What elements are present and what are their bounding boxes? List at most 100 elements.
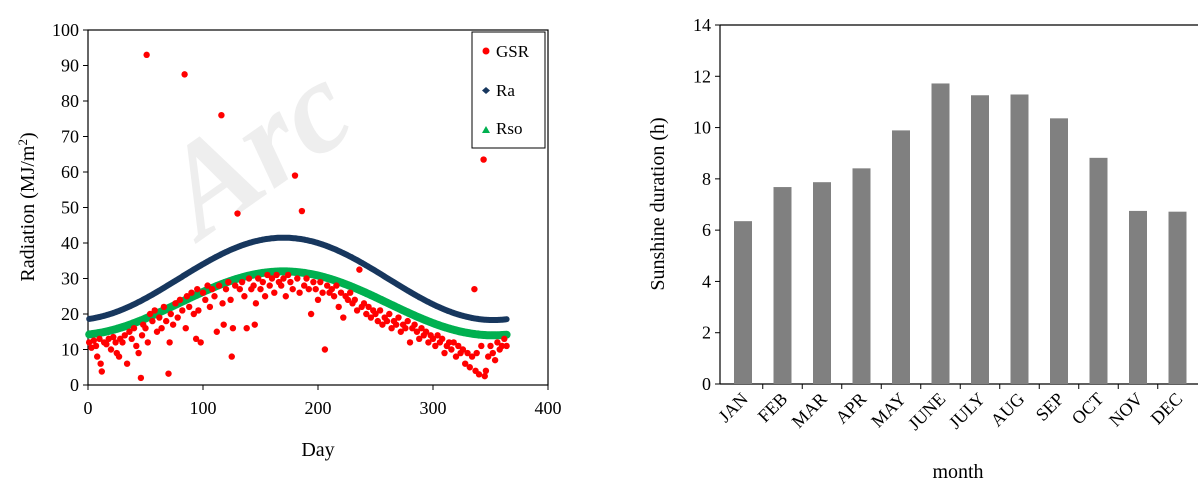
gsr-point xyxy=(257,285,264,293)
gsr-point xyxy=(143,51,150,59)
gsr-point xyxy=(291,172,299,179)
gsr-point xyxy=(94,353,101,360)
gsr-point xyxy=(232,282,239,289)
gsr-point xyxy=(211,293,218,300)
gsr-point xyxy=(353,307,361,314)
gsr-point xyxy=(167,310,174,318)
gsr-point xyxy=(487,342,494,350)
gsr-point xyxy=(90,337,97,344)
gsr-point xyxy=(222,285,230,293)
gsr-point xyxy=(153,328,161,335)
gsr-point xyxy=(485,353,492,360)
gsr-point xyxy=(294,275,301,282)
gsr-point xyxy=(321,346,329,353)
gsr-point xyxy=(464,349,471,357)
gsr-point xyxy=(455,342,462,350)
legend-marker-gsr xyxy=(482,47,490,55)
gsr-point xyxy=(439,335,446,343)
gsr-point xyxy=(252,300,260,307)
bar xyxy=(734,221,752,384)
gsr-point xyxy=(432,342,439,350)
gsr-point xyxy=(337,289,345,296)
gsr-point xyxy=(273,271,280,279)
gsr-point xyxy=(250,282,257,289)
x-tick-label: JAN xyxy=(714,389,751,426)
x-tick-label: 100 xyxy=(190,398,217,418)
x-axis-label: month xyxy=(932,461,983,483)
gsr-point xyxy=(225,278,232,286)
gsr-point xyxy=(501,335,508,343)
gsr-point xyxy=(234,210,241,217)
gsr-point xyxy=(397,328,404,335)
gsr-point xyxy=(289,285,296,293)
y-tick-label: 14 xyxy=(693,15,711,35)
gsr-point xyxy=(195,307,202,314)
gsr-point xyxy=(418,325,425,332)
gsr-point xyxy=(243,325,250,332)
legend-label-gsr: GSR xyxy=(496,42,530,61)
gsr-point xyxy=(206,303,214,311)
gsr-point xyxy=(268,275,276,282)
x-tick-label: FEB xyxy=(754,389,791,426)
gsr-point xyxy=(365,303,372,311)
ra-line xyxy=(86,234,510,323)
gsr-point xyxy=(202,296,209,303)
gsr-point xyxy=(169,321,177,328)
gsr-point xyxy=(466,364,473,371)
gsr-point xyxy=(209,285,216,293)
x-tick-label: 400 xyxy=(535,398,562,418)
gsr-point xyxy=(422,328,430,335)
gsr-point xyxy=(376,307,384,314)
gsr-point xyxy=(98,368,106,375)
gsr-point xyxy=(181,71,188,78)
gsr-point xyxy=(406,339,414,346)
gsr-point xyxy=(393,321,400,328)
bar xyxy=(1050,118,1068,384)
y-tick-label: 50 xyxy=(61,198,79,218)
gsr-point xyxy=(245,275,253,282)
bar xyxy=(1168,211,1187,384)
gsr-point xyxy=(128,335,135,343)
gsr-point xyxy=(498,342,506,350)
y-tick-label: 90 xyxy=(61,56,79,76)
y-tick-label: 60 xyxy=(61,162,79,182)
gsr-point xyxy=(165,370,172,377)
gsr-point xyxy=(149,317,156,325)
bar xyxy=(1010,94,1029,385)
gsr-point xyxy=(317,278,324,286)
y-tick-label: 10 xyxy=(61,340,79,360)
gsr-point xyxy=(280,275,287,282)
y-tick-label: 6 xyxy=(702,220,711,240)
gsr-points xyxy=(85,51,510,382)
gsr-point xyxy=(344,296,352,303)
y-axis-label: Sunshine duration (h) xyxy=(647,117,669,290)
gsr-point xyxy=(448,346,455,353)
gsr-point xyxy=(138,332,146,339)
gsr-point xyxy=(305,285,312,293)
gsr-point xyxy=(103,340,110,348)
gsr-point xyxy=(475,371,483,378)
gsr-point xyxy=(163,317,170,325)
gsr-point xyxy=(278,282,285,289)
gsr-point xyxy=(142,325,149,332)
x-tick-label: 0 xyxy=(84,398,93,418)
bar xyxy=(813,182,831,384)
y-tick-label: 8 xyxy=(702,169,711,189)
gsr-point xyxy=(367,314,375,321)
y-tick-label: 0 xyxy=(702,374,711,394)
y-tick-label: 10 xyxy=(693,118,711,138)
gsr-point xyxy=(110,333,117,341)
gsr-point xyxy=(151,307,158,314)
gsr-point xyxy=(176,296,184,303)
gsr-point xyxy=(204,282,211,289)
gsr-point xyxy=(182,325,189,332)
gsr-point xyxy=(459,346,467,353)
gsr-point xyxy=(186,303,193,311)
gsr-point xyxy=(174,314,181,321)
y-tick-label: 100 xyxy=(52,20,79,40)
gsr-point xyxy=(395,314,402,321)
x-axis-label: Day xyxy=(301,439,334,461)
gsr-point xyxy=(434,332,441,339)
gsr-point xyxy=(468,353,476,360)
